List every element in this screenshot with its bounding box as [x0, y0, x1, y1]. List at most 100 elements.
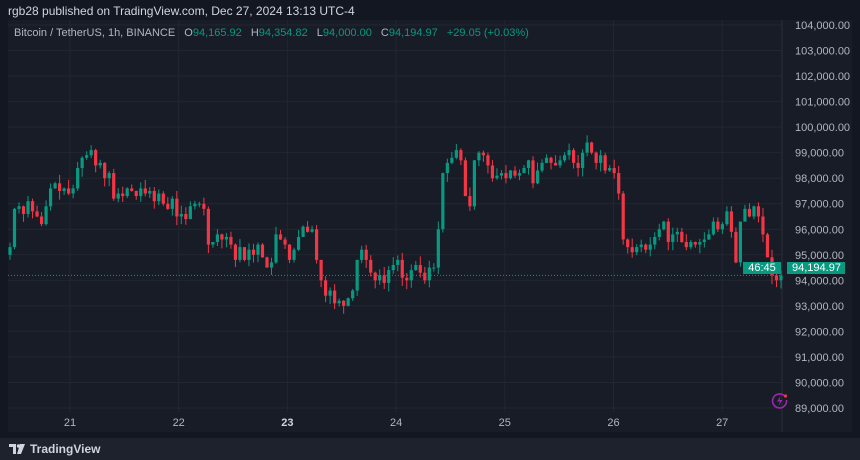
tradingview-logo[interactable]: TradingView [9, 442, 100, 456]
candle-body [544, 157, 549, 163]
price-tick-label: 95,000.00 [795, 250, 844, 262]
candle-body [342, 300, 346, 306]
candle-body [193, 203, 197, 207]
candle-body [459, 150, 463, 161]
candle-body [720, 224, 724, 230]
candle-body [765, 234, 770, 258]
candle-body [513, 170, 517, 176]
candle-body [400, 259, 404, 278]
candle-body [314, 229, 319, 260]
candle-body [472, 160, 477, 207]
candle-body [89, 150, 93, 156]
candle-body [373, 272, 377, 281]
candle-body [85, 155, 89, 158]
candle-body [486, 155, 490, 166]
candle-body [639, 244, 643, 248]
candle-body [256, 244, 260, 255]
price-tick-label: 94,000.00 [795, 275, 844, 287]
candle-body [495, 175, 499, 179]
candle-body [594, 152, 598, 163]
candle-body [305, 226, 310, 232]
candle-body [229, 236, 233, 245]
candle-body [671, 234, 675, 243]
candle-body [301, 226, 305, 237]
change-value: +29.05 (+0.03%) [446, 27, 529, 39]
candle-body [743, 208, 747, 222]
chart-pane[interactable] [8, 20, 852, 432]
candle-body [175, 198, 179, 217]
candle-body [103, 162, 107, 179]
candle-body [522, 167, 526, 174]
candle-body [287, 244, 292, 260]
candle-body [445, 162, 449, 174]
candle-body [387, 270, 391, 283]
low-value: 94,000.00 [322, 27, 372, 39]
candle-body [184, 213, 188, 220]
candle-body [558, 160, 562, 166]
candle-body [71, 188, 75, 194]
time-tick-label: 24 [390, 417, 402, 429]
candle-body [269, 262, 274, 268]
candle-body [531, 160, 535, 184]
candle-body [405, 277, 409, 281]
candle-body [130, 188, 134, 191]
candle-body [581, 152, 585, 168]
time-tick-label: 26 [607, 417, 619, 429]
candle-body [612, 167, 616, 174]
candle-body [211, 242, 215, 245]
candle-body [774, 275, 779, 281]
candle-body [220, 234, 224, 240]
candle-body [80, 157, 84, 168]
time-tick-label: 23 [281, 417, 293, 429]
candle-body [57, 183, 62, 191]
candle-body [121, 193, 125, 197]
candle-body [779, 275, 783, 281]
candle-body [98, 162, 102, 166]
candle-body [499, 173, 504, 176]
candle-body [517, 173, 522, 176]
price-tick-label: 93,000.00 [795, 301, 844, 313]
candle-body [481, 152, 486, 156]
candle-body [292, 249, 296, 260]
candle-body [734, 231, 738, 263]
candle-body [224, 236, 229, 240]
candle-body [396, 259, 400, 266]
candle-body [94, 150, 98, 166]
publish-info: rgb28 published on TradingView.com, Dec … [8, 4, 355, 18]
time-tick-label: 22 [173, 417, 185, 429]
candle-body [508, 170, 513, 179]
candle-body [206, 208, 210, 245]
price-tick-label: 100,000.00 [795, 122, 850, 134]
last-price-label: 94,194.97 [787, 262, 845, 274]
candle-body [657, 229, 661, 237]
candle-body [540, 162, 544, 171]
candle-body [238, 247, 242, 260]
candle-body [296, 236, 301, 250]
price-tick-label: 104,000.00 [795, 20, 850, 32]
price-tick-label: 91,000.00 [795, 352, 844, 364]
candle-body [477, 152, 481, 161]
candle-body [369, 259, 373, 273]
time-tick-label: 25 [499, 417, 511, 429]
candle-body [278, 234, 283, 240]
candle-body [188, 206, 192, 220]
candle-body [468, 196, 472, 207]
candle-body [562, 155, 567, 161]
candle-body [355, 259, 359, 291]
candle-body [684, 242, 688, 248]
last-price: 94,194.97 [792, 262, 841, 274]
candle-body [333, 290, 337, 304]
symbol-title[interactable]: Bitcoin / TetherUS, 1h, BINANCE [14, 27, 176, 39]
candle-body [427, 267, 431, 281]
candle-body [382, 275, 386, 283]
tradingview-logo-icon [9, 444, 25, 454]
candle-body [576, 162, 580, 168]
candle-body [21, 206, 26, 214]
candle-body [247, 249, 251, 260]
high-value: 94,354.82 [258, 27, 308, 39]
candle-body [418, 265, 422, 273]
candle-body [585, 142, 589, 153]
candle-body [251, 249, 256, 255]
lightning-icon[interactable] [771, 392, 789, 410]
